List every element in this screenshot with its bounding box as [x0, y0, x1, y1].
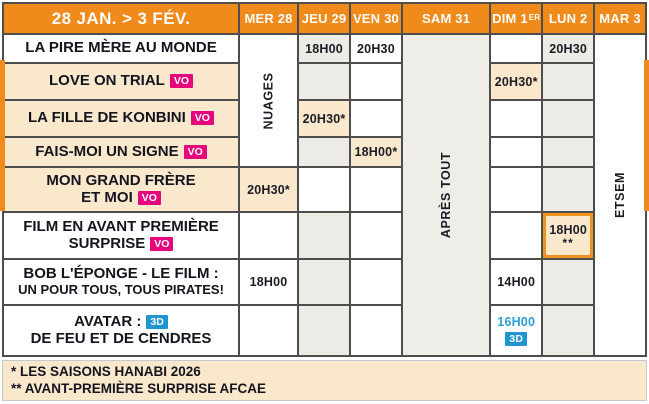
cinema-schedule-table: 28 JAN. > 3 FÉV. MER 28 JEU 29 VEN 30 SAM 31… — [2, 2, 647, 357]
vertical-film-title: NUAGES — [261, 71, 276, 130]
film-title-line: SURPRISE VO — [69, 235, 174, 253]
showtime-cell-avatar-de-feu-et-de-cendres: 16H00 3D — [491, 306, 542, 355]
vertical-film-etsem: ETSEM — [595, 35, 645, 355]
empty-cell — [543, 260, 594, 304]
vo-badge: VO — [150, 236, 174, 251]
badge-3d: 3D — [146, 315, 168, 330]
day-header-ven-30: VEN 30 — [351, 4, 401, 33]
empty-cell — [543, 168, 594, 211]
empty-cell — [351, 213, 401, 258]
vertical-film-après-tout: APRÈS TOUT — [402, 35, 490, 355]
showtime-value: 18H00 — [249, 275, 288, 289]
empty-cell — [299, 306, 349, 355]
footnote-marks: ** — [562, 236, 574, 250]
showtime-value: 20H30* — [247, 182, 290, 197]
showtime-cell-love-on-trial: 20H30* — [491, 64, 542, 99]
film-title-la-fille-de-konbini: LA FILLE DE KONBINI VO — [4, 101, 238, 136]
empty-cell — [491, 138, 542, 166]
empty-cell — [543, 64, 594, 99]
film-title-fais-moi-un-signe: FAIS-MOI UN SIGNE VO — [4, 138, 238, 166]
showtime-cell-bob-l-eponge-le-film: 14H00 — [491, 260, 542, 304]
showtime-cell-la-pire-mere-au-monde: 20H30 — [351, 35, 401, 62]
orange-accent-strip-left — [0, 60, 5, 211]
showtime-value: 20H30 — [357, 41, 395, 56]
empty-cell — [491, 35, 542, 62]
empty-cell — [351, 64, 401, 99]
vertical-film-title: ETSEM — [613, 171, 628, 219]
empty-cell — [351, 306, 401, 355]
film-title-line: LA PIRE MÈRE AU MONDE — [25, 39, 217, 57]
showtime-cell-la-pire-mere-au-monde: 18H00 — [299, 35, 349, 62]
showtime-cell-la-fille-de-konbini: 20H30* — [299, 101, 349, 136]
empty-cell — [543, 138, 594, 166]
film-title-line: FAIS-MOI UN SIGNE VO — [35, 143, 207, 161]
showtime-cell-mon-grand-frere-et-moi: 20H30* — [240, 168, 298, 211]
badge-3d: 3D — [505, 332, 528, 346]
empty-cell — [543, 101, 594, 136]
week-range-header: 28 JAN. > 3 FÉV. — [4, 4, 238, 33]
legend-line-hanabi: * LES SAISONS HANABI 2026 — [11, 364, 201, 379]
empty-cell — [299, 260, 349, 304]
film-title-line: AVATAR :3D — [74, 313, 168, 331]
film-title-line: LOVE ON TRIAL VO — [49, 72, 193, 90]
day-header-jeu-29: JEU 29 — [299, 4, 349, 33]
legend-footer: * LES SAISONS HANABI 2026 ** AVANT-PREMI… — [2, 360, 647, 401]
showtime-cell-fais-moi-un-signe: 18H00* — [351, 138, 401, 166]
vo-badge: VO — [137, 190, 161, 205]
empty-cell — [240, 213, 298, 258]
empty-cell — [299, 64, 349, 99]
empty-cell — [351, 260, 401, 304]
showtime-value: 20H30* — [302, 111, 346, 126]
empty-cell — [491, 101, 542, 136]
vo-badge: VO — [190, 111, 214, 126]
showtime-cell-bob-l-eponge-le-film: 18H00 — [240, 260, 298, 304]
vertical-film-nuages: NUAGES — [240, 35, 298, 166]
empty-cell — [351, 101, 401, 136]
film-title-line: ET MOI VO — [81, 189, 161, 207]
film-title-line: BOB L'ÉPONGE - LE FILM : — [23, 265, 219, 283]
vo-badge: VO — [183, 144, 207, 159]
showtime-value: 18H00 — [305, 41, 343, 56]
empty-cell — [299, 138, 349, 166]
day-header-mer-28: MER 28 — [240, 4, 298, 33]
day-header-sam-31: SAM 31 — [402, 4, 490, 33]
film-title-love-on-trial: LOVE ON TRIAL VO — [4, 64, 238, 99]
vo-badge: VO — [169, 74, 193, 89]
film-title-line: LA FILLE DE KONBINI VO — [28, 109, 214, 127]
showtime-value: 16H00 — [497, 315, 536, 329]
showtime-cell-la-pire-mere-au-monde: 20H30 — [543, 35, 594, 62]
film-title-line: MON GRAND FRÈRE — [46, 171, 196, 189]
empty-cell — [491, 168, 542, 211]
film-title-line: DE FEU ET DE CENDRES — [30, 329, 212, 347]
day-header-dim-1: DIM 1 ER — [491, 4, 542, 33]
showtime-value: 14H00 — [497, 275, 536, 289]
empty-cell — [491, 213, 542, 258]
film-title-la-pire-mere-au-monde: LA PIRE MÈRE AU MONDE — [4, 35, 238, 62]
showtime-value: 20H30* — [494, 74, 538, 89]
showtime-cell-film-en-avant-premiere-surprise: 18H00 ** — [543, 213, 594, 258]
legend-line-afcae: ** AVANT-PREMIÈRE SURPRISE AFCAE — [11, 381, 267, 396]
film-title-line: FILM EN AVANT PREMIÈRE — [23, 217, 219, 235]
day-header-lun-2: LUN 2 — [543, 4, 594, 33]
day-header-mar-3: MAR 3 — [595, 4, 645, 33]
empty-cell — [351, 168, 401, 211]
showtime-value: 18H00 — [549, 223, 588, 237]
film-title-line: UN POUR TOUS, TOUS PIRATES! — [18, 282, 224, 298]
film-title-film-en-avant-premiere-surprise: FILM EN AVANT PREMIÈRE SURPRISE VO — [4, 213, 238, 258]
empty-cell — [240, 306, 298, 355]
showtime-value: 20H30 — [549, 41, 588, 56]
empty-cell — [299, 168, 349, 211]
film-title-mon-grand-frere-et-moi: MON GRAND FRÈRE ET MOI VO — [4, 168, 238, 211]
empty-cell — [299, 213, 349, 258]
film-title-bob-l-eponge-le-film: BOB L'ÉPONGE - LE FILM : UN POUR TOUS, TO… — [4, 260, 238, 304]
showtime-value: 18H00* — [354, 145, 398, 159]
film-title-avatar-de-feu-et-de-cendres: AVATAR :3D DE FEU ET DE CENDRES — [4, 306, 238, 355]
empty-cell — [543, 306, 594, 355]
vertical-film-title: APRÈS TOUT — [439, 151, 454, 239]
orange-accent-strip-right — [644, 60, 649, 211]
showtime-badge-wrap: 3D — [505, 331, 528, 346]
